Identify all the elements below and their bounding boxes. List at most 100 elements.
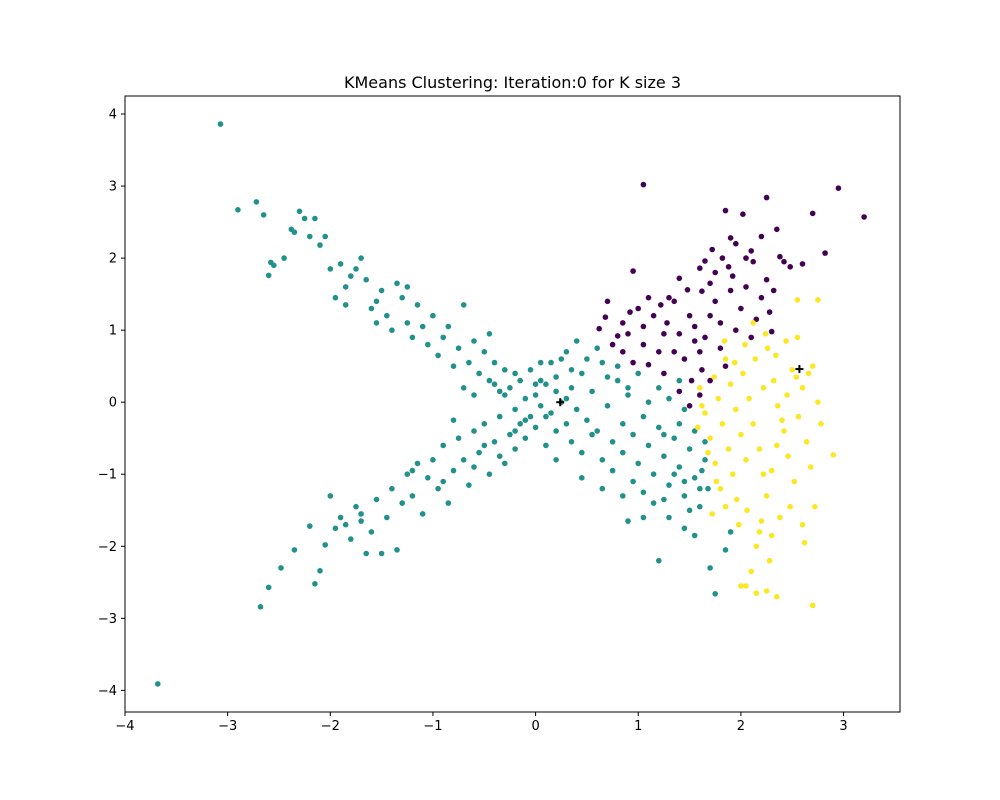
- y-tick-label: 2: [109, 252, 117, 267]
- data-point-cluster-0: [676, 275, 683, 282]
- data-point-cluster-1: [281, 255, 287, 261]
- data-point-cluster-1: [450, 363, 457, 370]
- data-point-cluster-2: [774, 593, 780, 600]
- data-point-cluster-1: [486, 471, 493, 478]
- data-point-cluster-1: [235, 207, 241, 213]
- data-point-cluster-1: [599, 457, 606, 463]
- data-point-cluster-1: [278, 565, 284, 571]
- x-tick-label: 0: [531, 719, 539, 734]
- data-point-cluster-1: [656, 424, 662, 431]
- data-point-cluster-0: [604, 298, 611, 305]
- data-point-cluster-0: [602, 314, 609, 321]
- data-point-cluster-2: [768, 467, 775, 474]
- data-point-cluster-1: [440, 478, 447, 485]
- data-point-cluster-1: [435, 352, 441, 359]
- data-point-cluster-0: [729, 273, 736, 279]
- data-point-cluster-1: [373, 298, 380, 305]
- centroid-marker-1: [795, 365, 804, 374]
- data-point-cluster-2: [715, 395, 722, 402]
- data-point-cluster-1: [656, 385, 662, 391]
- data-point-cluster-0: [684, 287, 691, 293]
- data-point-cluster-1: [358, 255, 364, 261]
- data-point-cluster-1: [496, 453, 503, 460]
- data-point-cluster-1: [645, 399, 652, 406]
- data-point-cluster-1: [614, 377, 621, 384]
- data-point-cluster-2: [752, 356, 759, 362]
- data-point-cluster-1: [620, 493, 626, 499]
- data-point-cluster-1: [440, 442, 447, 449]
- data-point-cluster-2: [702, 410, 708, 416]
- data-point-cluster-1: [491, 381, 498, 388]
- points-layer: [155, 121, 867, 687]
- data-point-cluster-1: [404, 471, 411, 478]
- data-point-cluster-1: [481, 442, 488, 449]
- data-point-cluster-0: [650, 312, 657, 319]
- data-point-cluster-1: [579, 475, 585, 481]
- data-point-cluster-1: [666, 514, 672, 521]
- data-point-cluster-1: [450, 417, 457, 424]
- data-point-cluster-2: [784, 392, 790, 398]
- data-point-cluster-1: [373, 320, 380, 326]
- data-point-cluster-2: [705, 449, 711, 456]
- plot-area-frame: [124, 95, 901, 713]
- data-point-cluster-1: [697, 485, 703, 492]
- data-point-cluster-0: [699, 288, 705, 295]
- data-point-cluster-2: [756, 529, 763, 535]
- data-point-cluster-1: [471, 464, 477, 470]
- data-point-cluster-1: [384, 514, 390, 521]
- data-point-cluster-1: [666, 482, 672, 488]
- data-point-cluster-1: [257, 604, 264, 610]
- data-point-cluster-0: [625, 331, 631, 337]
- data-point-cluster-2: [818, 421, 824, 427]
- data-point-cluster-1: [389, 485, 395, 492]
- data-point-cluster-1: [445, 323, 452, 330]
- data-point-cluster-2: [722, 356, 729, 362]
- data-point-cluster-1: [681, 406, 688, 413]
- data-point-cluster-2: [777, 514, 783, 521]
- data-point-cluster-0: [656, 349, 662, 355]
- data-point-cluster-1: [445, 500, 452, 506]
- data-point-cluster-1: [217, 121, 224, 127]
- x-tick-label: −2: [321, 719, 340, 734]
- data-point-cluster-0: [743, 255, 749, 261]
- data-point-cluster-1: [625, 518, 631, 524]
- data-point-cluster-0: [712, 269, 718, 276]
- data-point-cluster-1: [676, 377, 683, 384]
- data-point-cluster-0: [768, 328, 775, 335]
- data-point-cluster-2: [742, 341, 748, 348]
- data-point-cluster-1: [512, 428, 518, 434]
- data-point-cluster-2: [768, 532, 775, 539]
- data-point-cluster-2: [758, 518, 765, 524]
- data-point-cluster-1: [686, 507, 693, 514]
- data-point-cluster-1: [409, 493, 416, 499]
- data-point-cluster-1: [681, 478, 688, 485]
- data-point-cluster-0: [733, 240, 739, 247]
- data-point-cluster-1: [307, 233, 313, 240]
- data-point-cluster-0: [697, 349, 703, 355]
- data-point-cluster-1: [348, 273, 354, 279]
- data-point-cluster-2: [781, 428, 787, 434]
- data-point-cluster-0: [661, 370, 667, 377]
- data-point-cluster-1: [661, 453, 667, 460]
- data-point-cluster-1: [584, 356, 590, 362]
- data-point-cluster-2: [711, 374, 717, 380]
- data-point-cluster-2: [762, 331, 769, 337]
- data-point-cluster-1: [460, 385, 467, 391]
- data-point-cluster-1: [640, 489, 647, 496]
- data-point-cluster-1: [327, 493, 334, 499]
- data-point-cluster-2: [799, 385, 806, 391]
- data-point-cluster-1: [155, 681, 161, 687]
- data-point-cluster-0: [702, 334, 708, 341]
- data-point-cluster-2: [738, 583, 744, 589]
- data-point-cluster-1: [553, 428, 559, 434]
- data-point-cluster-2: [744, 507, 750, 514]
- data-point-cluster-2: [779, 417, 785, 424]
- data-point-cluster-1: [322, 542, 329, 548]
- data-point-cluster-1: [553, 374, 559, 380]
- data-point-cluster-0: [799, 261, 806, 267]
- data-point-cluster-0: [614, 333, 621, 339]
- data-point-cluster-2: [740, 370, 746, 377]
- data-point-cluster-0: [645, 294, 652, 301]
- data-point-cluster-0: [620, 349, 626, 355]
